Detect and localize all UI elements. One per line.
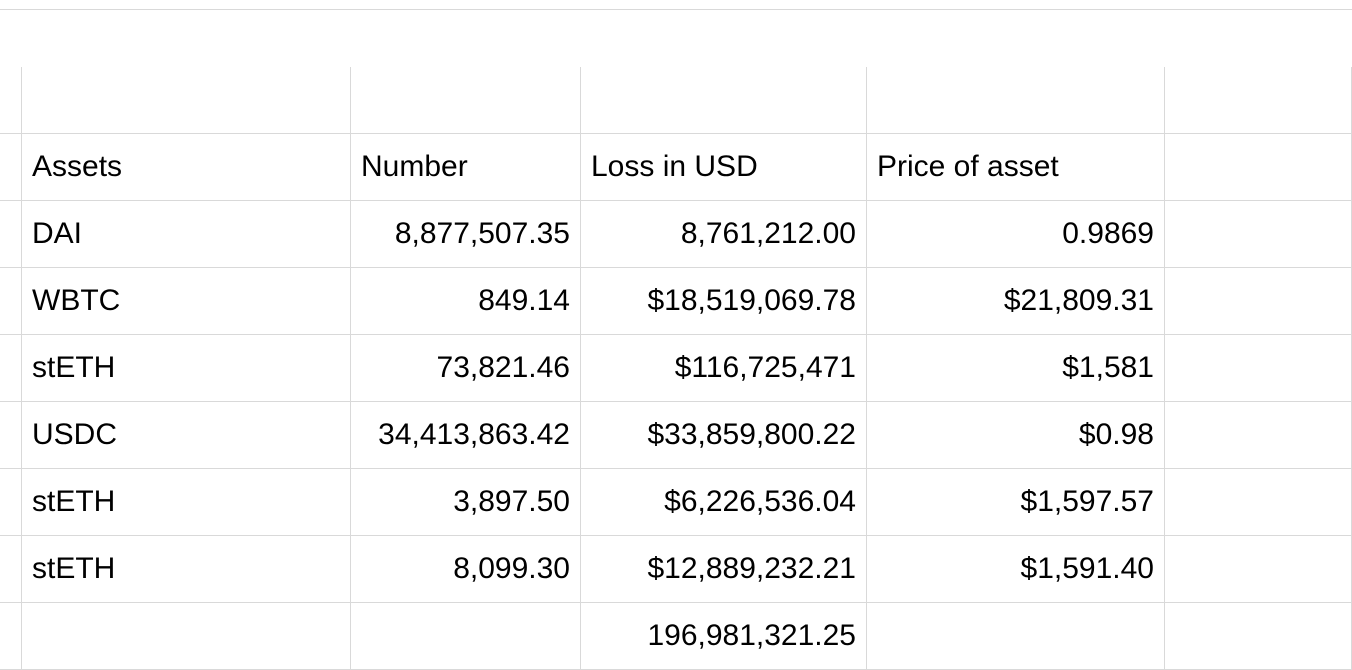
column-header-price[interactable]: Price of asset — [867, 134, 1165, 201]
number-cell[interactable]: 73,821.46 — [351, 335, 581, 402]
column-header-assets[interactable]: Assets — [22, 134, 351, 201]
blank-cell[interactable] — [1165, 402, 1352, 469]
row-stub — [0, 536, 22, 603]
blank-cell[interactable] — [1165, 201, 1352, 268]
total-price-cell[interactable] — [867, 603, 1165, 670]
blank-cell[interactable] — [1165, 603, 1352, 670]
number-cell[interactable]: 3,897.50 — [351, 469, 581, 536]
asset-cell[interactable]: stETH — [22, 335, 351, 402]
blank-cell[interactable] — [1165, 134, 1352, 201]
blank-cell[interactable] — [1165, 335, 1352, 402]
loss-cell[interactable]: $116,725,471 — [581, 335, 867, 402]
row-stub — [0, 67, 22, 134]
row-stub — [0, 335, 22, 402]
blank-cell[interactable] — [351, 67, 581, 134]
blank-cell[interactable] — [1165, 469, 1352, 536]
total-number-cell[interactable] — [351, 603, 581, 670]
total-asset-cell[interactable] — [22, 603, 351, 670]
number-cell[interactable]: 8,099.30 — [351, 536, 581, 603]
loss-cell[interactable]: $18,519,069.78 — [581, 268, 867, 335]
asset-cell[interactable]: stETH — [22, 536, 351, 603]
number-cell[interactable]: 8,877,507.35 — [351, 201, 581, 268]
top-edge — [0, 0, 1352, 10]
loss-cell[interactable]: 8,761,212.00 — [581, 201, 867, 268]
asset-cell[interactable]: WBTC — [22, 268, 351, 335]
row-stub — [0, 469, 22, 536]
total-loss-cell[interactable]: 196,981,321.25 — [581, 603, 867, 670]
asset-cell[interactable]: DAI — [22, 201, 351, 268]
spreadsheet: Assets Number Loss in USD Price of asset… — [0, 0, 1352, 670]
column-header-number[interactable]: Number — [351, 134, 581, 201]
number-cell[interactable]: 34,413,863.42 — [351, 402, 581, 469]
asset-cell[interactable]: stETH — [22, 469, 351, 536]
row-stub — [0, 603, 22, 670]
row-stub — [0, 134, 22, 201]
blank-cell[interactable] — [867, 67, 1165, 134]
loss-cell[interactable]: $6,226,536.04 — [581, 469, 867, 536]
price-cell[interactable]: 0.9869 — [867, 201, 1165, 268]
number-cell[interactable]: 849.14 — [351, 268, 581, 335]
price-cell[interactable]: $1,591.40 — [867, 536, 1165, 603]
price-cell[interactable]: $1,581 — [867, 335, 1165, 402]
loss-cell[interactable]: $12,889,232.21 — [581, 536, 867, 603]
price-cell[interactable]: $0.98 — [867, 402, 1165, 469]
blank-cell[interactable] — [22, 67, 351, 134]
row-stub — [0, 268, 22, 335]
price-cell[interactable]: $1,597.57 — [867, 469, 1165, 536]
row-stub — [0, 402, 22, 469]
blank-cell[interactable] — [1165, 536, 1352, 603]
blank-cell[interactable] — [581, 67, 867, 134]
price-cell[interactable]: $21,809.31 — [867, 268, 1165, 335]
blank-cell[interactable] — [1165, 268, 1352, 335]
asset-cell[interactable]: USDC — [22, 402, 351, 469]
row-stub — [0, 201, 22, 268]
loss-cell[interactable]: $33,859,800.22 — [581, 402, 867, 469]
column-header-loss[interactable]: Loss in USD — [581, 134, 867, 201]
blank-cell[interactable] — [1165, 67, 1352, 134]
